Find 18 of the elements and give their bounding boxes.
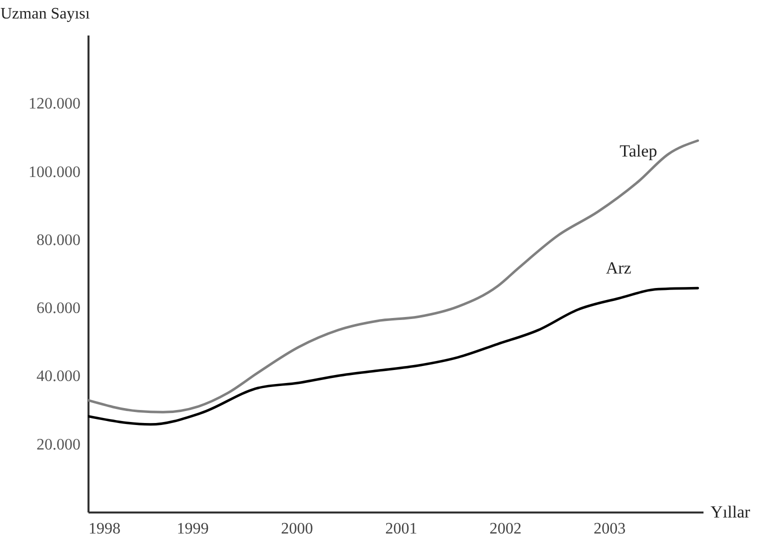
x-tick-label: 2002 bbox=[489, 520, 522, 538]
y-tick-label: 40.000 bbox=[36, 368, 80, 386]
x-tick-label: 2000 bbox=[280, 520, 313, 538]
series-label: Talep bbox=[620, 142, 658, 161]
line-series bbox=[88, 286, 700, 426]
x-tick-label: 2001 bbox=[385, 520, 418, 538]
y-tick-label: 80.000 bbox=[36, 232, 80, 249]
x-axis-title: Yıllar bbox=[710, 502, 750, 522]
y-tick-label: 60.000 bbox=[36, 300, 80, 318]
x-tick-label: 2003 bbox=[594, 520, 626, 538]
y-tick-label: 100.000 bbox=[28, 164, 80, 181]
y-axis-title: Uzman Sayısı bbox=[0, 6, 90, 22]
line-series bbox=[88, 139, 700, 414]
y-tick-label: 120.000 bbox=[28, 96, 80, 113]
x-tick-label: 1999 bbox=[176, 520, 209, 538]
x-tick-label: 1998 bbox=[88, 520, 120, 538]
y-tick-label: 20.000 bbox=[36, 436, 80, 454]
series-label: Arz bbox=[606, 258, 632, 278]
